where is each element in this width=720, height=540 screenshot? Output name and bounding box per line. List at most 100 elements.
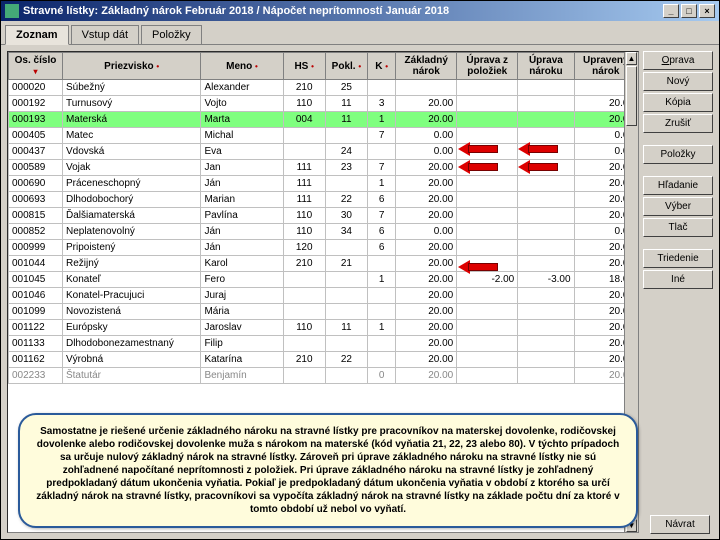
close-button[interactable]: × [699,4,715,18]
table-row[interactable]: 001162VýrobnáKatarína2102220.0020.00 [9,352,638,368]
window-title: Stravné lístky: Základný nárok Február 2… [23,5,663,17]
cell-zakl: 20.00 [396,336,457,352]
cell-pokl: 34 [325,224,367,240]
novy-button[interactable]: Nový [643,72,713,91]
table-row[interactable]: 000852NeplatenovolnýJán1103460.000.00 [9,224,638,240]
cell-hs: 210 [283,256,325,272]
navrat-button[interactable]: Návrat [650,515,710,534]
cell-k [368,336,396,352]
col-priezvisko[interactable]: Priezvisko • [62,53,200,80]
cell-os: 000192 [9,96,63,112]
cell-os: 000693 [9,192,63,208]
cell-k [368,304,396,320]
cell-upn [518,176,574,192]
cell-os: 000999 [9,240,63,256]
cell-zakl [396,80,457,96]
tab-vstup-dat[interactable]: Vstup dát [71,25,139,44]
cell-upn [518,368,574,384]
cell-hs: 120 [283,240,325,256]
cell-zakl: 0.00 [396,128,457,144]
cell-hs: 004 [283,112,325,128]
cell-upn [518,112,574,128]
col-zakladny-narok[interactable]: Základný nárok [396,53,457,80]
kopia-button[interactable]: Kópia [643,93,713,112]
cell-meno: Fero [201,272,283,288]
table-row[interactable]: 001044RežijnýKarol2102120.0020.00 [9,256,638,272]
cell-hs [283,304,325,320]
cell-upn: -3.00 [518,272,574,288]
table-row[interactable]: 001099NovozistenáMária20.0020.00 [9,304,638,320]
cell-k: 0 [368,368,396,384]
tab-polozky[interactable]: Položky [141,25,202,44]
maximize-button[interactable]: □ [681,4,697,18]
cell-upn [518,320,574,336]
cell-upp [457,304,518,320]
cell-os: 001122 [9,320,63,336]
table-row[interactable]: 000192TurnusovýVojto11011320.0020.00 [9,96,638,112]
cell-upn [518,80,574,96]
cell-os: 000589 [9,160,63,176]
table-row[interactable]: 000589VojakJan11123720.0020.00 [9,160,638,176]
cell-meno: Jaroslav [201,320,283,336]
cell-zakl: 20.00 [396,304,457,320]
table-row[interactable]: 001046Konatel-PracujuciJuraj20.0020.00 [9,288,638,304]
cell-upn [518,224,574,240]
cell-os: 001162 [9,352,63,368]
tab-zoznam[interactable]: Zoznam [5,25,69,45]
cell-priez: Novozistená [62,304,200,320]
cell-meno: Ján [201,176,283,192]
cell-os: 002233 [9,368,63,384]
cell-priez: Konatel-Pracujuci [62,288,200,304]
cell-hs: 111 [283,192,325,208]
col-uprava-naroku[interactable]: Úprava nároku [518,53,574,80]
cell-hs [283,288,325,304]
cell-os: 001045 [9,272,63,288]
cell-k: 6 [368,240,396,256]
scroll-thumb[interactable] [626,66,637,126]
table-row[interactable]: 000020SúbežnýAlexander21025 [9,80,638,96]
col-hs[interactable]: HS • [283,53,325,80]
cell-os: 000690 [9,176,63,192]
table-row[interactable]: 000999PripoistenýJán120620.0020.00 [9,240,638,256]
cell-meno: Michal [201,128,283,144]
table-row[interactable]: 001133DlhodobonezamestnanýFilip20.0020.0… [9,336,638,352]
col-os-cislo[interactable]: Os. číslo ▾ [9,53,63,80]
cell-upp [457,128,518,144]
polozky-button[interactable]: Položky [643,145,713,164]
hladanie-button[interactable]: Hľadanie [643,176,713,195]
table-row[interactable]: 001045KonateľFero120.00-2.00-3.0018.00 [9,272,638,288]
table-row[interactable]: 000437VdovskáEva240.000.00 [9,144,638,160]
cell-pokl: 11 [325,320,367,336]
cell-k [368,80,396,96]
col-k[interactable]: K • [368,53,396,80]
data-table: Os. číslo ▾ Priezvisko • Meno • HS • Pok… [8,52,638,384]
cell-k: 1 [368,176,396,192]
col-meno[interactable]: Meno • [201,53,283,80]
triedenie-button[interactable]: Triedenie [643,249,713,268]
scroll-up-icon[interactable]: ▲ [626,52,637,65]
callout-text: Samostatne je riešené určenie základného… [36,426,619,515]
col-pokl[interactable]: Pokl. • [325,53,367,80]
cell-upn [518,288,574,304]
table-row[interactable]: 001122EurópskyJaroslav11011120.0020.00 [9,320,638,336]
cell-k [368,144,396,160]
table-row[interactable]: 000405MatecMichal70.000.00 [9,128,638,144]
tlac-button[interactable]: Tlač [643,218,713,237]
cell-upp [457,320,518,336]
oprava-button[interactable]: Oprava [643,51,713,70]
table-row[interactable]: 000690PráceneschopnýJán111120.0020.00 [9,176,638,192]
cell-hs: 210 [283,80,325,96]
minimize-button[interactable]: _ [663,4,679,18]
cell-upn [518,240,574,256]
cell-pokl [325,288,367,304]
table-row[interactable]: 000193MaterskáMarta00411120.0020.00 [9,112,638,128]
cell-os: 001133 [9,336,63,352]
cell-priez: Neplatenovolný [62,224,200,240]
zrusit-button[interactable]: Zrušiť [643,114,713,133]
vyber-button[interactable]: Výber [643,197,713,216]
table-row[interactable]: 000815ĎalšiamaterskáPavlína11030720.0020… [9,208,638,224]
col-uprava-poloziek[interactable]: Úprava z položiek [457,53,518,80]
table-row[interactable]: 000693DlhodobochorýMarian11122620.0020.0… [9,192,638,208]
ine-button[interactable]: Iné [643,270,713,289]
table-row[interactable]: 002233ŠtatutárBenjamín020.0020.00 [9,368,638,384]
